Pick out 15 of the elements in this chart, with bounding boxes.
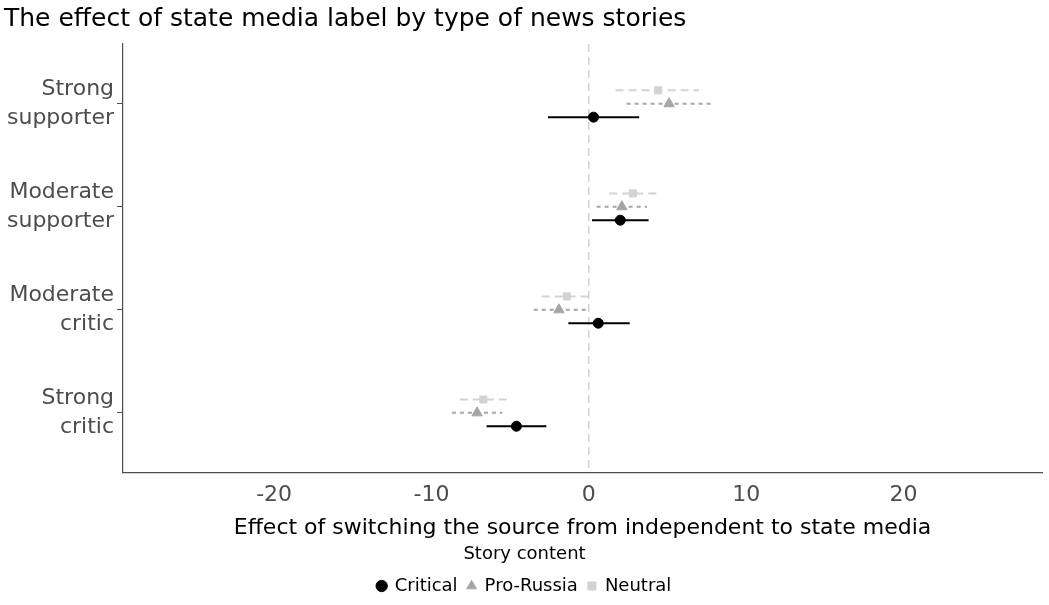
x-tick-label: 20: [889, 480, 918, 506]
y-tick-label: Strong critic: [41, 384, 115, 438]
x-tick-label: 0: [581, 480, 596, 506]
y-tick-label: Moderate critic: [9, 281, 115, 335]
legend-title: Story content: [463, 542, 586, 564]
y-tick-label: Strong supporter: [7, 75, 115, 129]
x-tick-label: -20: [256, 480, 293, 506]
x-axis-title: Effect of switching the source from independent to state media: [233, 513, 932, 539]
chart-title: The effect of state media label by type of news stories: [3, 2, 687, 32]
y-tick-label: Moderate supporter: [7, 178, 115, 232]
legend-label: Critical: [394, 573, 458, 595]
legend-label: Pro-Russia: [484, 573, 578, 595]
x-tick-label: -10: [413, 480, 450, 506]
legend-label: Neutral: [604, 573, 672, 595]
x-tick-label: 10: [732, 480, 761, 506]
